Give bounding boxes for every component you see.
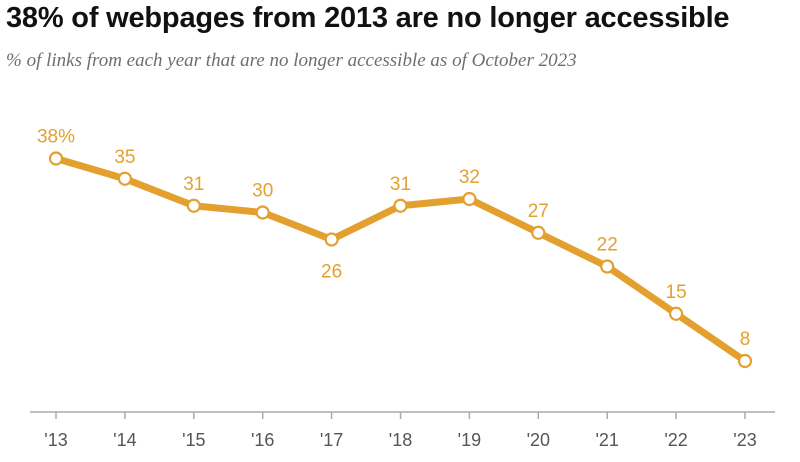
chart-title: 38% of webpages from 2013 are no longer … bbox=[6, 2, 730, 34]
data-point bbox=[117, 171, 133, 186]
x-tick-label: '20 bbox=[527, 430, 550, 450]
data-point bbox=[255, 205, 270, 220]
x-tick-label: '15 bbox=[182, 430, 205, 450]
data-point bbox=[186, 198, 201, 213]
data-point bbox=[531, 225, 546, 240]
data-label: 15 bbox=[666, 282, 687, 303]
chart-subtitle: % of links from each year that are no lo… bbox=[6, 50, 577, 71]
data-point bbox=[48, 151, 64, 166]
data-point bbox=[393, 198, 408, 213]
x-tick-label: '22 bbox=[664, 430, 687, 450]
x-tick-label: '13 bbox=[44, 430, 67, 450]
data-label: 8 bbox=[740, 329, 751, 350]
data-label: 35 bbox=[114, 147, 135, 168]
data-label: 27 bbox=[528, 201, 549, 222]
data-label: 26 bbox=[321, 262, 342, 283]
data-label: 22 bbox=[597, 235, 618, 256]
data-point bbox=[668, 306, 684, 321]
x-tick-label: '18 bbox=[389, 430, 412, 450]
data-label: 38% bbox=[37, 127, 75, 148]
data-label: 31 bbox=[183, 174, 204, 195]
data-point bbox=[462, 191, 477, 207]
x-tick-label: '19 bbox=[458, 430, 481, 450]
data-label: 32 bbox=[459, 167, 480, 188]
x-tick-label: '23 bbox=[733, 430, 756, 450]
x-tick-label: '16 bbox=[251, 430, 274, 450]
data-point bbox=[324, 232, 339, 247]
x-tick-label: '14 bbox=[113, 430, 136, 450]
x-tick-label: '17 bbox=[320, 430, 343, 450]
data-label: 31 bbox=[390, 174, 411, 195]
data-point bbox=[737, 353, 753, 369]
x-tick-label: '21 bbox=[595, 430, 618, 450]
data-label: 30 bbox=[252, 181, 273, 202]
data-point bbox=[600, 259, 615, 274]
